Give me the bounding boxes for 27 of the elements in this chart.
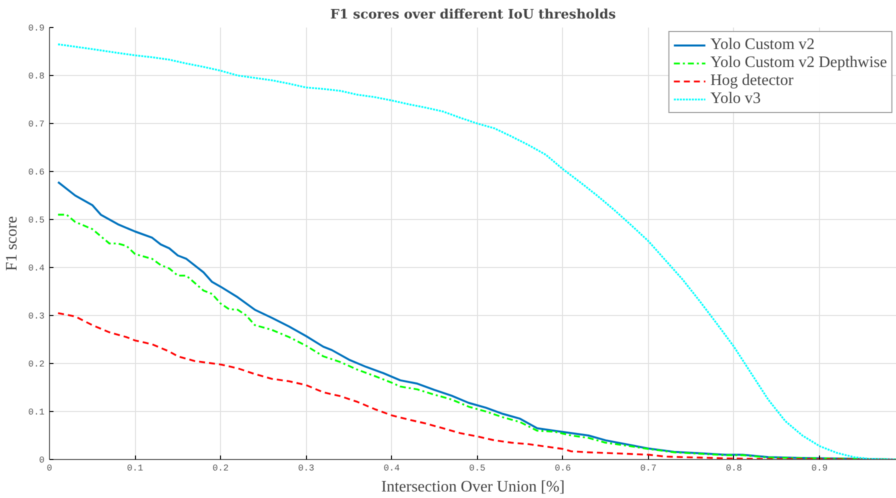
legend-label: Hog detector [710, 72, 794, 90]
legend-label: Yolo Custom v2 [710, 36, 815, 54]
y-tick-label: 0.9 [28, 24, 44, 34]
x-tick-label: 0.5 [469, 464, 486, 474]
x-axis-title: Intersection Over Union [%] [381, 478, 565, 496]
y-tick-label: 0.8 [28, 72, 44, 82]
y-tick-label: 0 [39, 456, 45, 466]
x-tick-label: 0.7 [640, 464, 656, 474]
x-tick-label: 0.1 [126, 464, 144, 474]
x-tick-label: 0.3 [298, 464, 314, 474]
y-tick-label: 0.1 [28, 408, 44, 418]
x-tick-label: 0.2 [212, 464, 229, 474]
legend-label: Yolo v3 [710, 90, 761, 108]
y-tick-label: 0.4 [28, 264, 44, 274]
x-tick-label: 0.6 [554, 464, 571, 474]
y-tick-label: 0.2 [28, 360, 44, 370]
y-tick-label: 0.3 [28, 312, 44, 322]
y-tick-label: 0.5 [28, 216, 44, 226]
chart-title: F1 scores over different IoU thresholds [330, 8, 616, 22]
x-tick-label: 0 [46, 464, 52, 474]
y-tick-label: 0.7 [28, 120, 44, 130]
x-tick-label: 0.9 [811, 464, 828, 474]
legend-label: Yolo Custom v2 Depthwise [710, 54, 887, 72]
y-tick-label: 0.6 [28, 168, 44, 178]
y-axis-title: F1 score [3, 216, 20, 271]
x-tick-label: 0.8 [726, 464, 742, 474]
x-tick-label: 0.4 [384, 464, 400, 474]
